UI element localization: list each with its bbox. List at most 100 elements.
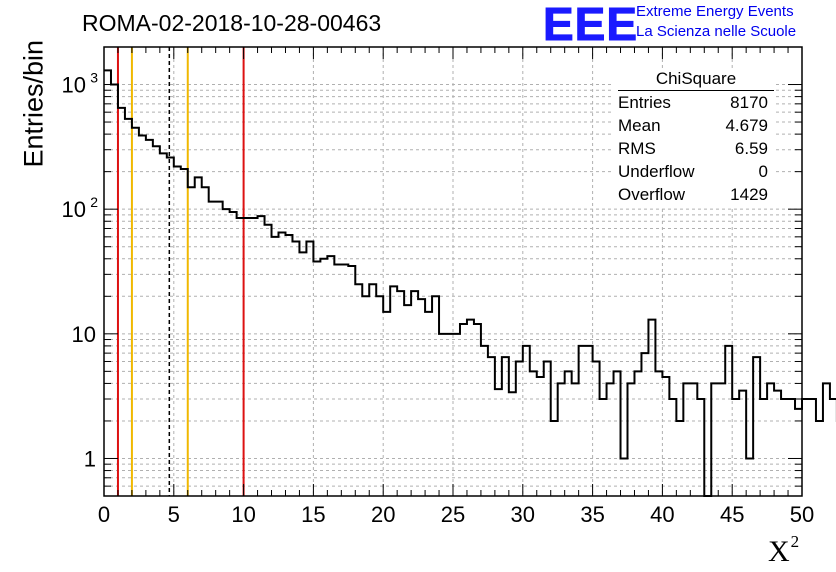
histogram-bin	[593, 361, 600, 496]
histogram-bin	[760, 399, 767, 496]
y-tick-label-exponent: 2	[90, 194, 98, 210]
histogram-bin	[348, 266, 355, 496]
histogram-bin	[802, 399, 809, 496]
histogram-bin	[474, 324, 481, 496]
histogram-bin	[516, 361, 523, 496]
y-tick-label: 10	[62, 197, 86, 222]
histogram-bin	[216, 202, 223, 496]
histogram-outline	[104, 69, 836, 497]
histogram-bin	[432, 296, 439, 496]
x-tick-label: 25	[441, 502, 465, 527]
histogram-bin	[753, 357, 760, 496]
histogram-bin	[830, 399, 836, 496]
histogram-bin	[313, 262, 320, 496]
histogram-bin	[111, 85, 118, 496]
histogram-bin	[174, 166, 181, 496]
histogram-bin	[669, 399, 676, 496]
histogram-bin	[285, 235, 292, 496]
histogram-bin	[369, 284, 376, 496]
histogram-bin	[565, 371, 572, 496]
histogram-bin	[711, 383, 718, 496]
histogram-bin	[795, 409, 802, 496]
histogram-bin	[460, 324, 467, 496]
histogram-bin	[781, 399, 788, 496]
stats-label: Mean	[618, 116, 661, 135]
histogram-bin	[362, 296, 369, 496]
histogram-bin	[244, 218, 251, 496]
histogram-bin	[732, 399, 739, 496]
histogram-bin	[502, 357, 509, 496]
grid	[104, 47, 802, 496]
histogram-bin	[320, 259, 327, 496]
histogram-bin	[446, 334, 453, 496]
axis-ticks	[103, 46, 803, 497]
histogram-bin	[334, 264, 341, 496]
histogram-bin	[614, 371, 621, 496]
x-tick-label: 5	[168, 502, 180, 527]
x-tick-label: 10	[231, 502, 255, 527]
histogram-bin	[418, 299, 425, 496]
histogram-bin	[788, 399, 795, 496]
histogram-bin	[439, 334, 446, 496]
stats-value: 1429	[730, 185, 768, 204]
y-tick-label: 10	[62, 73, 86, 98]
histogram-bin	[676, 421, 683, 496]
x-axis-label: X2	[768, 532, 799, 569]
reference-lines	[116, 47, 245, 496]
stats-row-rms: RMS 6.59	[612, 137, 776, 160]
histogram-bin	[530, 371, 537, 496]
histogram-bin	[202, 187, 209, 496]
x-tick-label: 15	[301, 502, 325, 527]
x-tick-label: 45	[720, 502, 744, 527]
histogram-bin	[188, 187, 195, 496]
histogram-bin	[195, 177, 202, 496]
histogram-bin	[641, 353, 648, 496]
stats-value: 0	[758, 162, 768, 181]
histogram-bin	[153, 146, 160, 496]
histogram-bin	[621, 458, 628, 496]
histogram-bin	[411, 291, 418, 496]
histogram-bin	[467, 320, 474, 496]
histogram-bin	[600, 399, 607, 496]
histogram-bin	[774, 391, 781, 496]
histogram-bin	[523, 346, 530, 496]
histogram-bin	[809, 399, 816, 496]
y-axis-label: Entries/bin	[18, 39, 49, 168]
x-tick-label: 50	[790, 502, 814, 527]
histogram-bin	[586, 346, 593, 496]
histogram-bin	[258, 216, 265, 496]
stats-row-mean: Mean 4.679	[612, 114, 776, 137]
histogram-bin	[655, 371, 662, 496]
stats-label: Overflow	[618, 185, 686, 204]
histogram-bin	[299, 252, 306, 496]
histogram-bin	[230, 212, 237, 496]
histogram-bin	[376, 296, 383, 496]
logo-subtitle-line1: Extreme Energy Events	[636, 3, 794, 20]
histogram-bin	[167, 157, 174, 496]
histogram-bin	[237, 218, 244, 496]
histogram-bin	[453, 334, 460, 496]
histogram-bin	[767, 383, 774, 496]
x-tick-label: 0	[98, 502, 110, 527]
histogram-bin	[572, 383, 579, 496]
histogram-bin	[272, 237, 279, 496]
histogram-bin	[390, 286, 397, 496]
histogram-bin	[397, 291, 404, 496]
histogram-bin	[634, 371, 641, 496]
histogram-bin	[662, 377, 669, 496]
x-tick-label: 40	[650, 502, 674, 527]
histogram-bin	[551, 421, 558, 496]
histogram-bin	[265, 225, 272, 496]
stats-label: Underflow	[618, 162, 695, 181]
histogram-bin	[355, 284, 362, 496]
y-tick-label: 1	[84, 446, 96, 471]
histogram-bin	[488, 357, 495, 496]
histogram-bin	[725, 346, 732, 496]
eee-logo: EEE	[542, 0, 639, 50]
histogram-bin	[816, 421, 823, 496]
histogram-bin	[579, 346, 586, 496]
histogram-bin	[118, 108, 125, 496]
histogram-bin	[823, 383, 830, 496]
